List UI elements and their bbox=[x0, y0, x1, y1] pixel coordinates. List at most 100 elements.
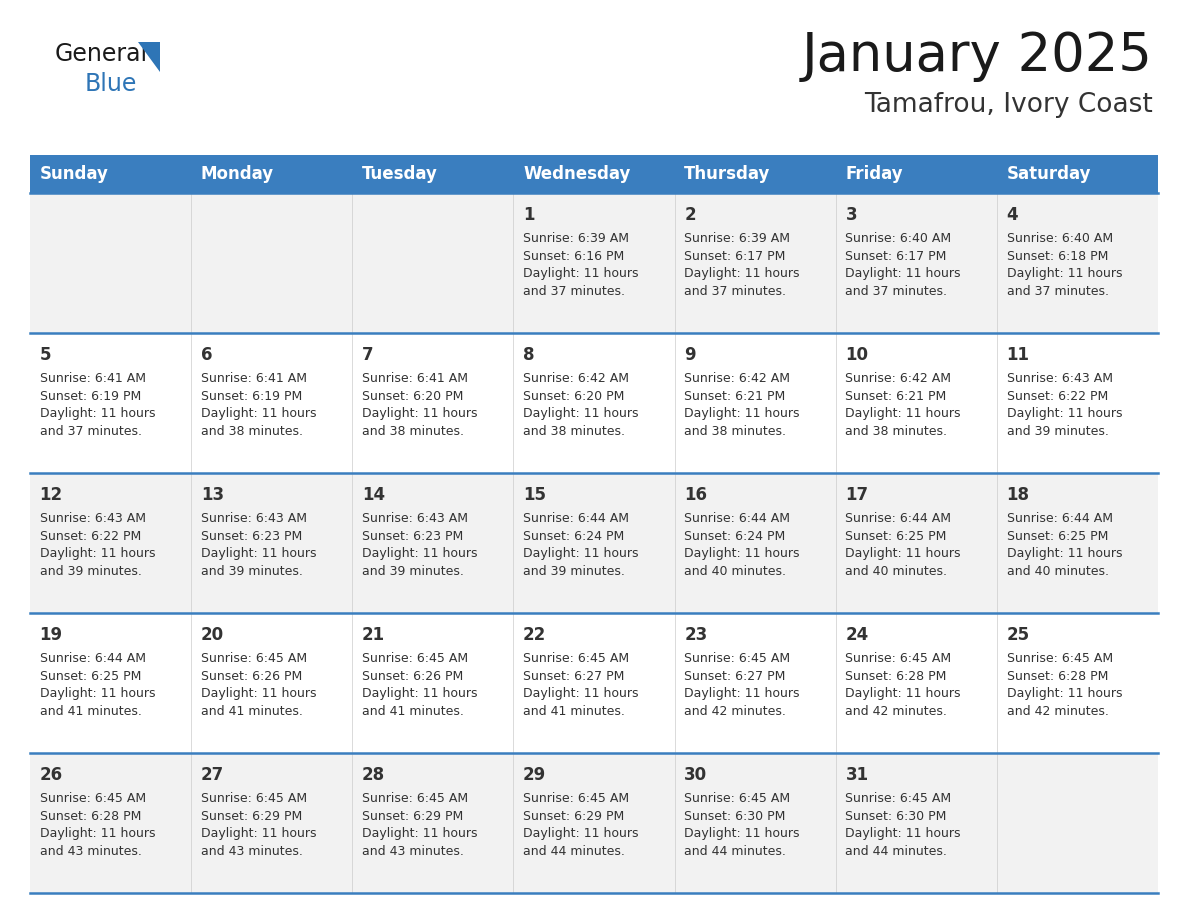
Text: Sunday: Sunday bbox=[39, 165, 108, 183]
Text: January 2025: January 2025 bbox=[802, 30, 1154, 82]
Text: Sunrise: 6:44 AM
Sunset: 6:25 PM
Daylight: 11 hours
and 41 minutes.: Sunrise: 6:44 AM Sunset: 6:25 PM Dayligh… bbox=[39, 652, 156, 718]
Text: Sunrise: 6:44 AM
Sunset: 6:24 PM
Daylight: 11 hours
and 39 minutes.: Sunrise: 6:44 AM Sunset: 6:24 PM Dayligh… bbox=[523, 512, 639, 577]
Text: 29: 29 bbox=[523, 766, 546, 784]
Text: 20: 20 bbox=[201, 625, 223, 644]
Text: 21: 21 bbox=[362, 625, 385, 644]
Bar bbox=[30, 473, 191, 613]
Bar bbox=[191, 753, 353, 893]
Bar bbox=[835, 753, 997, 893]
Text: Sunrise: 6:43 AM
Sunset: 6:23 PM
Daylight: 11 hours
and 39 minutes.: Sunrise: 6:43 AM Sunset: 6:23 PM Dayligh… bbox=[362, 512, 478, 577]
Text: Tamafrou, Ivory Coast: Tamafrou, Ivory Coast bbox=[864, 92, 1154, 118]
Text: Sunrise: 6:43 AM
Sunset: 6:22 PM
Daylight: 11 hours
and 39 minutes.: Sunrise: 6:43 AM Sunset: 6:22 PM Dayligh… bbox=[39, 512, 156, 577]
Text: 26: 26 bbox=[39, 766, 63, 784]
Text: 6: 6 bbox=[201, 345, 213, 364]
Bar bbox=[675, 473, 835, 613]
Bar bbox=[191, 155, 353, 193]
Text: Tuesday: Tuesday bbox=[362, 165, 438, 183]
Text: Sunrise: 6:45 AM
Sunset: 6:28 PM
Daylight: 11 hours
and 42 minutes.: Sunrise: 6:45 AM Sunset: 6:28 PM Dayligh… bbox=[1006, 652, 1121, 718]
Text: 7: 7 bbox=[362, 345, 373, 364]
Bar bbox=[675, 155, 835, 193]
Text: Sunrise: 6:41 AM
Sunset: 6:19 PM
Daylight: 11 hours
and 38 minutes.: Sunrise: 6:41 AM Sunset: 6:19 PM Dayligh… bbox=[201, 372, 316, 438]
Bar bbox=[353, 753, 513, 893]
Bar bbox=[513, 193, 675, 333]
Text: Wednesday: Wednesday bbox=[523, 165, 631, 183]
Text: Sunrise: 6:44 AM
Sunset: 6:24 PM
Daylight: 11 hours
and 40 minutes.: Sunrise: 6:44 AM Sunset: 6:24 PM Dayligh… bbox=[684, 512, 800, 577]
Bar bbox=[835, 333, 997, 473]
Text: Sunrise: 6:43 AM
Sunset: 6:23 PM
Daylight: 11 hours
and 39 minutes.: Sunrise: 6:43 AM Sunset: 6:23 PM Dayligh… bbox=[201, 512, 316, 577]
Bar bbox=[835, 473, 997, 613]
Text: Sunrise: 6:45 AM
Sunset: 6:29 PM
Daylight: 11 hours
and 44 minutes.: Sunrise: 6:45 AM Sunset: 6:29 PM Dayligh… bbox=[523, 792, 639, 857]
Bar bbox=[513, 333, 675, 473]
Bar bbox=[997, 333, 1158, 473]
Bar bbox=[353, 473, 513, 613]
Text: Sunrise: 6:45 AM
Sunset: 6:28 PM
Daylight: 11 hours
and 42 minutes.: Sunrise: 6:45 AM Sunset: 6:28 PM Dayligh… bbox=[846, 652, 961, 718]
Text: Sunrise: 6:39 AM
Sunset: 6:17 PM
Daylight: 11 hours
and 37 minutes.: Sunrise: 6:39 AM Sunset: 6:17 PM Dayligh… bbox=[684, 232, 800, 297]
Text: 27: 27 bbox=[201, 766, 225, 784]
Polygon shape bbox=[138, 42, 160, 72]
Text: Sunrise: 6:45 AM
Sunset: 6:28 PM
Daylight: 11 hours
and 43 minutes.: Sunrise: 6:45 AM Sunset: 6:28 PM Dayligh… bbox=[39, 792, 156, 857]
Bar bbox=[835, 193, 997, 333]
Bar bbox=[191, 333, 353, 473]
Text: 18: 18 bbox=[1006, 486, 1030, 504]
Bar bbox=[191, 613, 353, 753]
Text: Sunrise: 6:42 AM
Sunset: 6:21 PM
Daylight: 11 hours
and 38 minutes.: Sunrise: 6:42 AM Sunset: 6:21 PM Dayligh… bbox=[846, 372, 961, 438]
Bar bbox=[353, 333, 513, 473]
Bar bbox=[353, 613, 513, 753]
Text: Sunrise: 6:42 AM
Sunset: 6:20 PM
Daylight: 11 hours
and 38 minutes.: Sunrise: 6:42 AM Sunset: 6:20 PM Dayligh… bbox=[523, 372, 639, 438]
Text: 16: 16 bbox=[684, 486, 707, 504]
Text: 15: 15 bbox=[523, 486, 546, 504]
Text: Sunrise: 6:45 AM
Sunset: 6:29 PM
Daylight: 11 hours
and 43 minutes.: Sunrise: 6:45 AM Sunset: 6:29 PM Dayligh… bbox=[362, 792, 478, 857]
Bar bbox=[191, 193, 353, 333]
Text: 13: 13 bbox=[201, 486, 223, 504]
Text: Sunrise: 6:45 AM
Sunset: 6:29 PM
Daylight: 11 hours
and 43 minutes.: Sunrise: 6:45 AM Sunset: 6:29 PM Dayligh… bbox=[201, 792, 316, 857]
Text: 4: 4 bbox=[1006, 206, 1018, 224]
Text: Sunrise: 6:45 AM
Sunset: 6:27 PM
Daylight: 11 hours
and 42 minutes.: Sunrise: 6:45 AM Sunset: 6:27 PM Dayligh… bbox=[684, 652, 800, 718]
Text: Sunrise: 6:45 AM
Sunset: 6:30 PM
Daylight: 11 hours
and 44 minutes.: Sunrise: 6:45 AM Sunset: 6:30 PM Dayligh… bbox=[846, 792, 961, 857]
Text: 24: 24 bbox=[846, 625, 868, 644]
Text: 1: 1 bbox=[523, 206, 535, 224]
Text: 17: 17 bbox=[846, 486, 868, 504]
Text: Sunrise: 6:45 AM
Sunset: 6:27 PM
Daylight: 11 hours
and 41 minutes.: Sunrise: 6:45 AM Sunset: 6:27 PM Dayligh… bbox=[523, 652, 639, 718]
Text: 25: 25 bbox=[1006, 625, 1030, 644]
Text: 30: 30 bbox=[684, 766, 707, 784]
Bar bbox=[997, 193, 1158, 333]
Text: 31: 31 bbox=[846, 766, 868, 784]
Text: General: General bbox=[55, 42, 148, 66]
Bar bbox=[513, 613, 675, 753]
Text: Sunrise: 6:43 AM
Sunset: 6:22 PM
Daylight: 11 hours
and 39 minutes.: Sunrise: 6:43 AM Sunset: 6:22 PM Dayligh… bbox=[1006, 372, 1121, 438]
Bar bbox=[997, 155, 1158, 193]
Text: 22: 22 bbox=[523, 625, 546, 644]
Text: 8: 8 bbox=[523, 345, 535, 364]
Text: Sunrise: 6:39 AM
Sunset: 6:16 PM
Daylight: 11 hours
and 37 minutes.: Sunrise: 6:39 AM Sunset: 6:16 PM Dayligh… bbox=[523, 232, 639, 297]
Bar bbox=[353, 155, 513, 193]
Bar bbox=[30, 333, 191, 473]
Text: Sunrise: 6:45 AM
Sunset: 6:26 PM
Daylight: 11 hours
and 41 minutes.: Sunrise: 6:45 AM Sunset: 6:26 PM Dayligh… bbox=[362, 652, 478, 718]
Bar bbox=[513, 473, 675, 613]
Bar bbox=[30, 155, 191, 193]
Bar bbox=[675, 193, 835, 333]
Text: Sunrise: 6:42 AM
Sunset: 6:21 PM
Daylight: 11 hours
and 38 minutes.: Sunrise: 6:42 AM Sunset: 6:21 PM Dayligh… bbox=[684, 372, 800, 438]
Bar bbox=[675, 333, 835, 473]
Bar bbox=[997, 753, 1158, 893]
Bar bbox=[513, 155, 675, 193]
Text: 11: 11 bbox=[1006, 345, 1030, 364]
Text: 5: 5 bbox=[39, 345, 51, 364]
Text: Thursday: Thursday bbox=[684, 165, 771, 183]
Text: 3: 3 bbox=[846, 206, 857, 224]
Bar bbox=[30, 753, 191, 893]
Bar bbox=[191, 473, 353, 613]
Bar bbox=[835, 155, 997, 193]
Text: Friday: Friday bbox=[846, 165, 903, 183]
Text: Blue: Blue bbox=[86, 72, 138, 96]
Text: 28: 28 bbox=[362, 766, 385, 784]
Bar bbox=[997, 473, 1158, 613]
Text: 23: 23 bbox=[684, 625, 708, 644]
Text: Sunrise: 6:41 AM
Sunset: 6:19 PM
Daylight: 11 hours
and 37 minutes.: Sunrise: 6:41 AM Sunset: 6:19 PM Dayligh… bbox=[39, 372, 156, 438]
Text: Sunrise: 6:40 AM
Sunset: 6:18 PM
Daylight: 11 hours
and 37 minutes.: Sunrise: 6:40 AM Sunset: 6:18 PM Dayligh… bbox=[1006, 232, 1121, 297]
Bar bbox=[30, 613, 191, 753]
Bar bbox=[675, 613, 835, 753]
Bar bbox=[997, 613, 1158, 753]
Text: Sunrise: 6:41 AM
Sunset: 6:20 PM
Daylight: 11 hours
and 38 minutes.: Sunrise: 6:41 AM Sunset: 6:20 PM Dayligh… bbox=[362, 372, 478, 438]
Bar bbox=[353, 193, 513, 333]
Text: Sunrise: 6:40 AM
Sunset: 6:17 PM
Daylight: 11 hours
and 37 minutes.: Sunrise: 6:40 AM Sunset: 6:17 PM Dayligh… bbox=[846, 232, 961, 297]
